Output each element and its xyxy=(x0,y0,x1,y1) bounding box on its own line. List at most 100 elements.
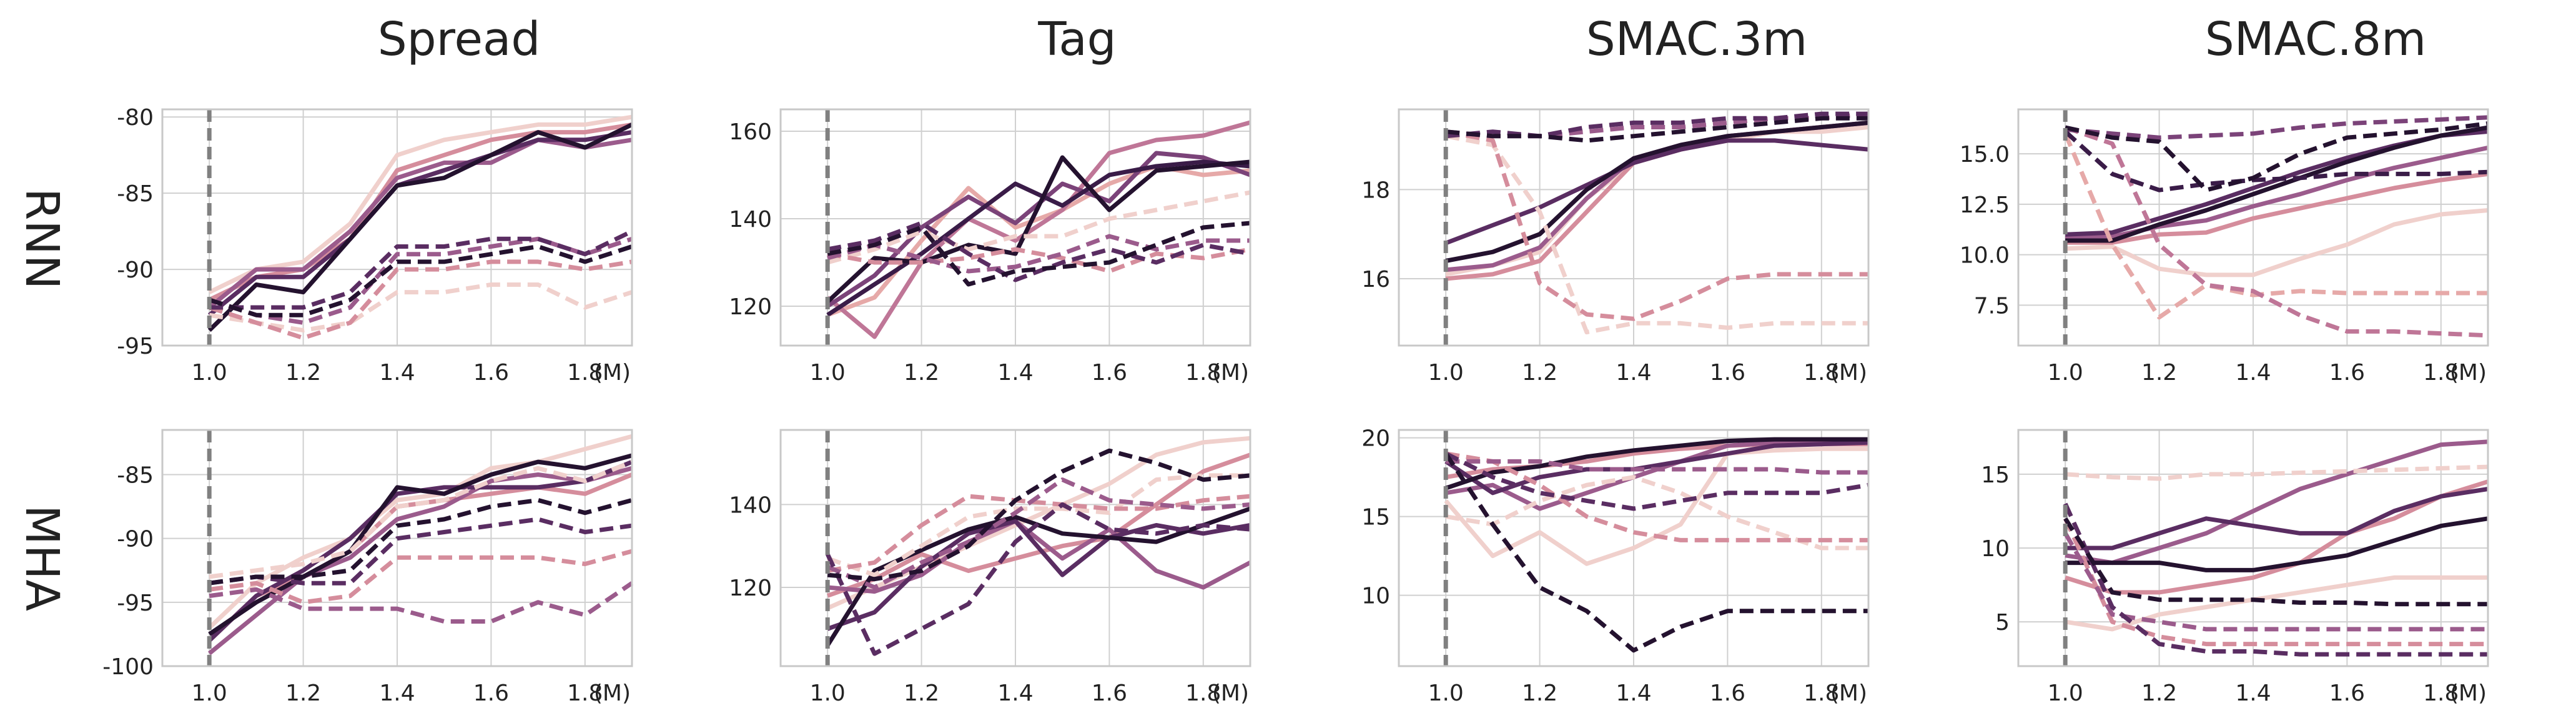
solid-series-line-5 xyxy=(208,453,633,636)
solid-series-line-2 xyxy=(2065,171,2489,245)
panel-rnn-tag: 1.0 1.2 1.4 1.6 1.8 120 140 160 (M) xyxy=(729,108,1251,386)
dashed-series-line-8 xyxy=(827,234,1250,274)
column-title-tag: Tag xyxy=(1037,12,1116,66)
x-tick-label: 1.6 xyxy=(1092,681,1127,706)
y-tick-label: 120 xyxy=(729,576,772,601)
x-tick-label: 1.6 xyxy=(2329,360,2365,386)
x-tick-label: 1.6 xyxy=(473,360,509,386)
dashed-series-line-7 xyxy=(209,259,633,341)
y-tick-label: 140 xyxy=(729,207,772,232)
y-tick-label: -95 xyxy=(117,334,154,359)
solid-series-line-2 xyxy=(208,122,633,302)
y-tick-label: 12.5 xyxy=(1960,192,2010,218)
solid-series-line-3 xyxy=(207,137,633,309)
x-tick-label: 1.6 xyxy=(473,681,509,706)
x-unit-label: (M) xyxy=(1830,681,1867,706)
solid-series-line-2 xyxy=(2065,479,2489,595)
dashed-series-line-7 xyxy=(2065,125,2489,338)
x-tick-label: 1.8 xyxy=(567,681,603,706)
x-tick-label: 1.0 xyxy=(810,360,846,386)
panel-mha-smac-3m: 1.0 1.2 1.4 1.6 1.8 10 15 20 (M) xyxy=(1361,426,1870,706)
solid-series-line-1 xyxy=(207,434,633,630)
y-tick-label: -90 xyxy=(117,527,154,552)
solid-series-line-2 xyxy=(1445,120,1869,281)
dashed-series-line-10 xyxy=(1445,116,1868,143)
x-tick-label: 1.8 xyxy=(1804,360,1839,386)
x-tick-label: 1.8 xyxy=(567,360,603,386)
row-label-rnn: RNN xyxy=(15,188,69,289)
x-tick-label: 1.2 xyxy=(2141,360,2177,386)
x-tick-label: 1.0 xyxy=(2048,360,2083,386)
dashed-series-line-10 xyxy=(2063,517,2488,607)
axes-frame xyxy=(779,429,1251,667)
solid-series-line-4 xyxy=(1444,440,1869,496)
y-tick-label: 5 xyxy=(1995,610,2010,636)
y-tick-label: -80 xyxy=(117,105,154,131)
x-tick-label: 1.2 xyxy=(2141,681,2177,706)
x-tick-label: 1.2 xyxy=(904,681,939,706)
x-tick-label: 1.6 xyxy=(1092,360,1127,386)
dashed-series-line-10 xyxy=(209,244,633,317)
row-label-mha: MHA xyxy=(15,505,69,611)
x-tick-label: 1.4 xyxy=(1616,681,1651,706)
dashed-series-line-6 xyxy=(827,473,1250,577)
x-unit-label: (M) xyxy=(2450,681,2487,706)
x-tick-label: 1.4 xyxy=(2235,681,2271,706)
x-tick-label: 1.4 xyxy=(997,360,1033,386)
row-labels: RNN MHA xyxy=(15,188,69,611)
axes-frame xyxy=(161,429,633,667)
solid-series-line-4 xyxy=(2065,487,2489,551)
dashed-series-line-9 xyxy=(209,229,633,310)
solid-series-line-3 xyxy=(827,519,1251,594)
y-tick-label: 18 xyxy=(1361,177,1390,203)
x-tick-label: 1.4 xyxy=(1616,360,1651,386)
x-tick-label: 1.2 xyxy=(904,360,939,386)
panel-rnn-smac-8m: 1.0 1.2 1.4 1.6 1.8 7.5 10.0 12.5 15.0 (M) xyxy=(1960,108,2489,386)
column-title-smac3m: SMAC.3m xyxy=(1586,12,1808,66)
panel-mha-tag: 1.0 1.2 1.4 1.6 1.8 120 140 (M) xyxy=(729,429,1251,706)
x-tick-label: 1.2 xyxy=(285,681,321,706)
y-tick-label: 20 xyxy=(1361,426,1390,452)
y-tick-label: 10 xyxy=(1981,536,2010,562)
panel-rnn-smac-3m: 1.0 1.2 1.4 1.6 1.8 16 18 (M) xyxy=(1361,108,1870,386)
dashed-series-line-10 xyxy=(827,221,1251,287)
y-tick-label: -85 xyxy=(117,181,154,207)
x-tick-label: 1.8 xyxy=(2423,360,2459,386)
panel-rnn-spread: 1.0 1.2 1.4 1.6 1.8 -95 -90 -85 -80 (M) xyxy=(117,105,633,386)
solid-series-line-1 xyxy=(208,114,633,294)
dashed-series-line-6 xyxy=(1445,134,1868,335)
axes-frame xyxy=(2017,108,2489,347)
dashed-series-line-10 xyxy=(209,497,633,586)
x-tick-label: 1.8 xyxy=(1804,681,1839,706)
solid-series-line-4 xyxy=(826,159,1251,317)
y-tick-label: -100 xyxy=(102,654,154,680)
solid-series-line-5 xyxy=(1445,120,1869,263)
x-unit-label: (M) xyxy=(2450,360,2487,386)
dashed-series-line-9 xyxy=(1445,111,1868,139)
x-tick-label: 1.4 xyxy=(379,681,415,706)
solid-series-line-1 xyxy=(2065,208,2489,277)
dashed-series-line-7 xyxy=(209,549,633,605)
dashed-series-line-10 xyxy=(827,448,1251,582)
x-tick-label: 1.0 xyxy=(1428,360,1464,386)
solid-series-line-5 xyxy=(2065,516,2489,572)
y-tick-label: 15 xyxy=(1361,505,1390,531)
y-tick-label: 160 xyxy=(729,119,772,145)
solid-series-line-2 xyxy=(827,452,1251,598)
dashed-series-line-6 xyxy=(209,282,633,333)
dashed-series-line-9 xyxy=(826,502,1251,656)
column-title-smac8m: SMAC.8m xyxy=(2205,12,2427,66)
x-tick-label: 1.8 xyxy=(2423,681,2459,706)
dashed-series-line-9 xyxy=(2063,129,2489,192)
solid-series-line-3 xyxy=(2065,439,2489,566)
y-tick-label: 15.0 xyxy=(1960,142,2010,167)
y-tick-label: 7.5 xyxy=(1974,293,2010,319)
dashed-series-line-7 xyxy=(1445,451,1868,542)
solid-series-line-5 xyxy=(207,122,633,332)
axes-frame xyxy=(1398,108,1870,347)
dashed-series-line-8 xyxy=(1446,459,1868,475)
x-unit-label: (M) xyxy=(594,681,631,706)
x-tick-label: 1.2 xyxy=(285,360,321,386)
dashed-series-line-6 xyxy=(827,190,1251,265)
column-title-spread: Spread xyxy=(378,12,541,66)
